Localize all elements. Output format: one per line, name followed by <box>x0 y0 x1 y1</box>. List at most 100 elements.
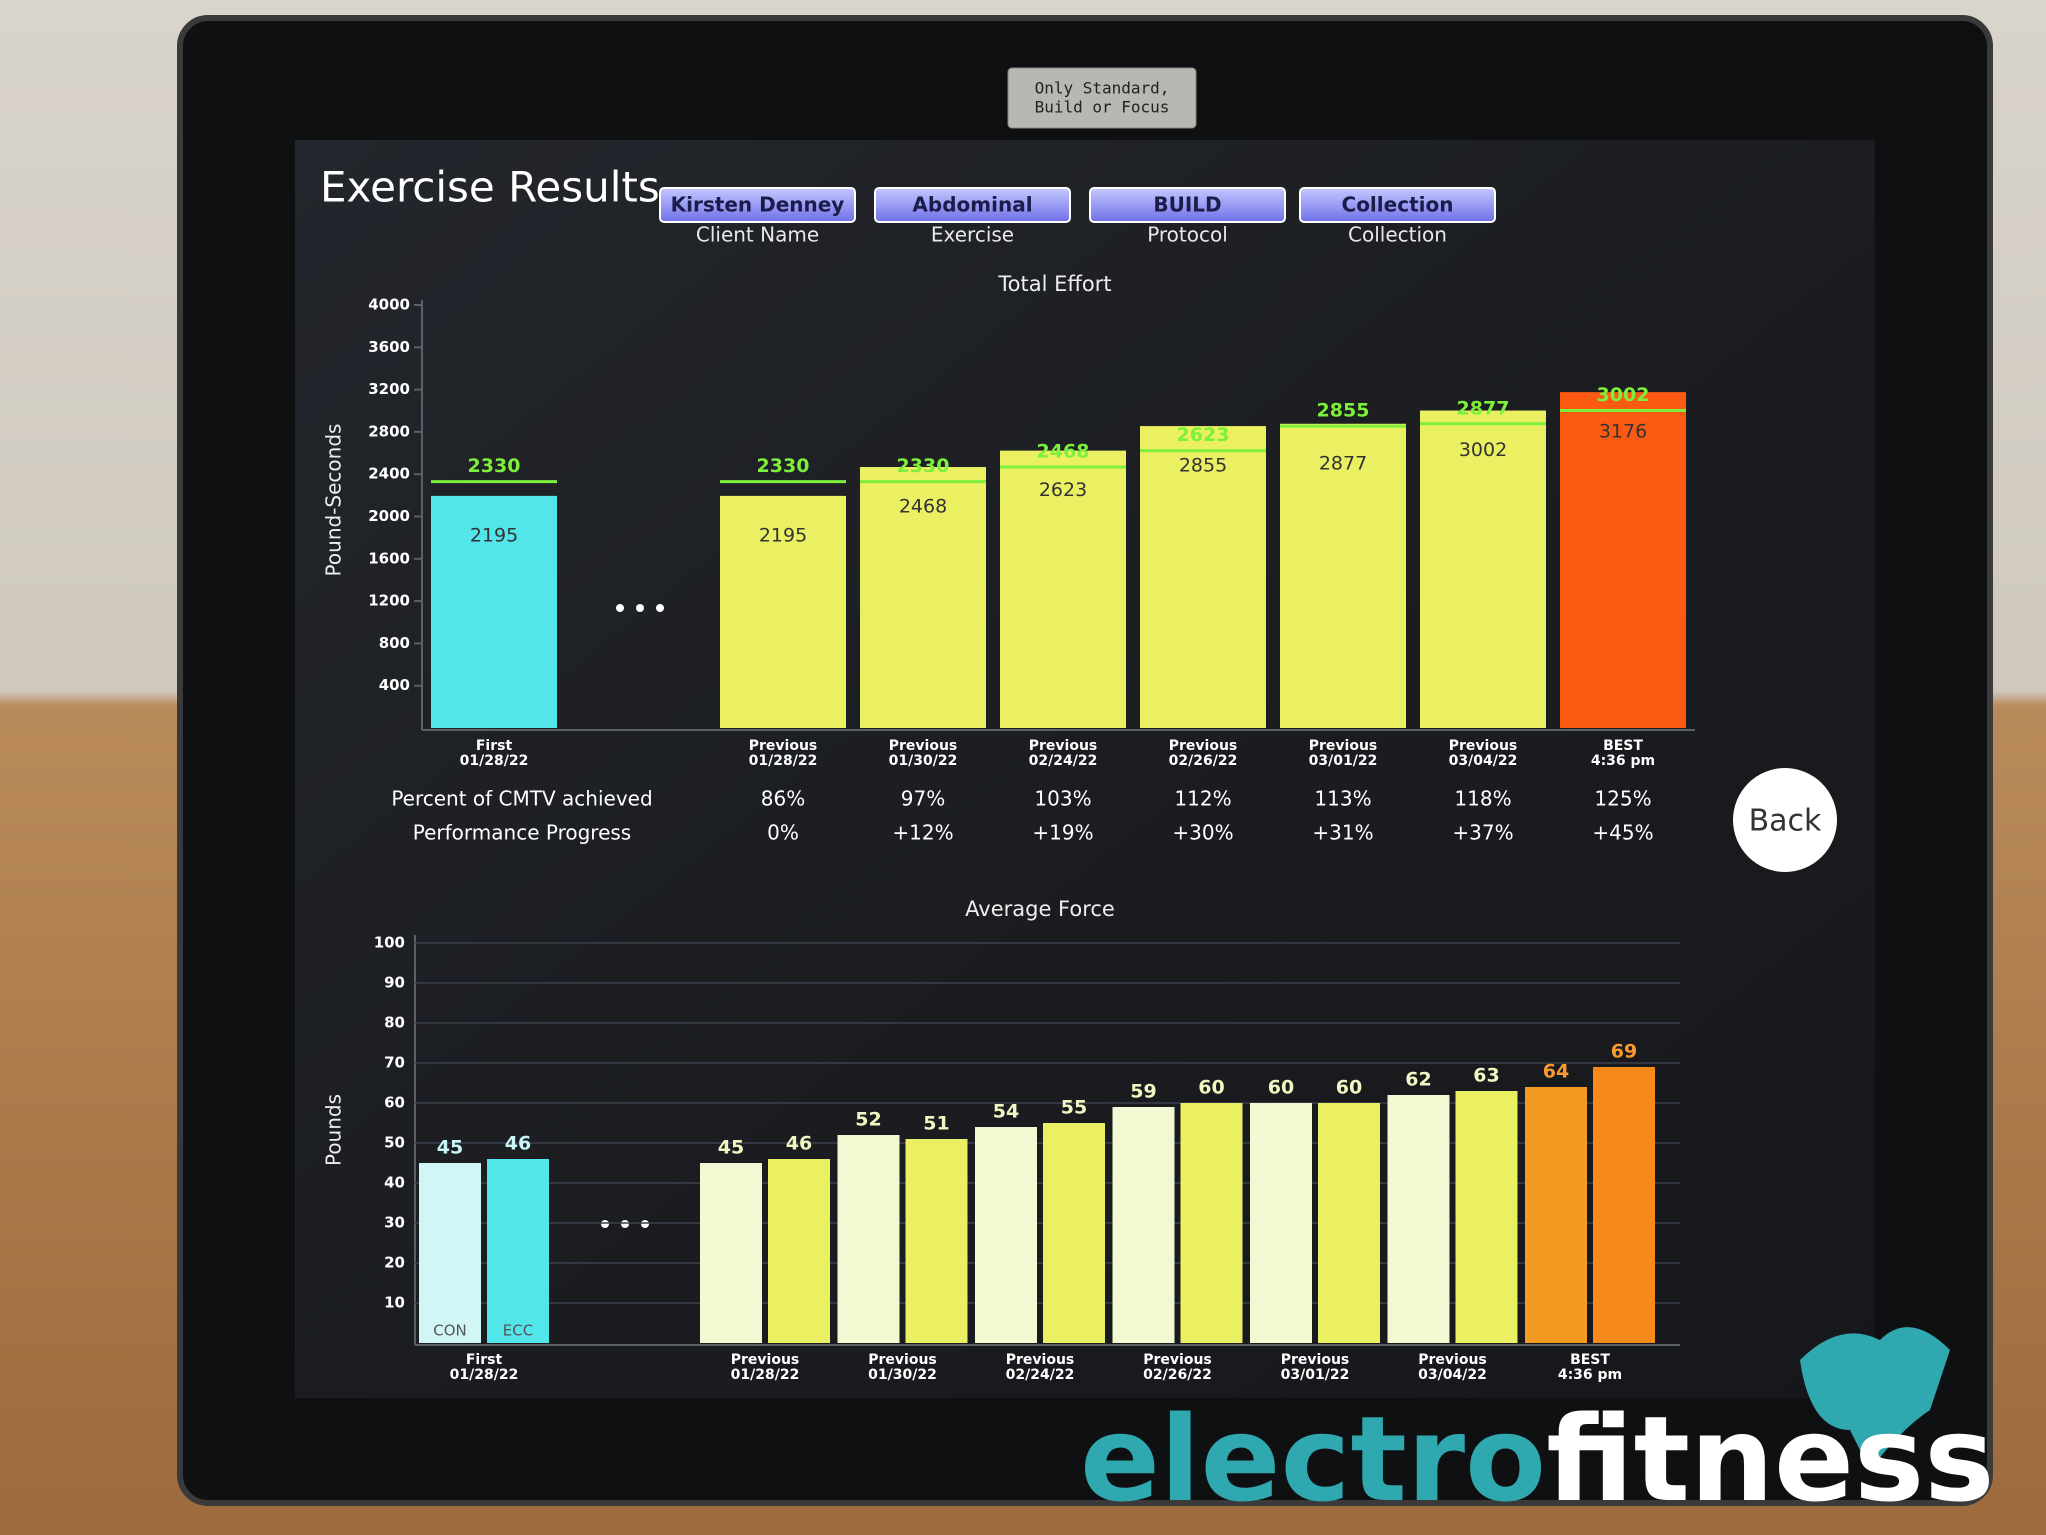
logo-part: electro <box>1080 1390 1546 1528</box>
header-field-label: Collection <box>1348 223 1447 247</box>
x-tick-label: 01/30/22 <box>868 1367 937 1383</box>
header-button[interactable] <box>659 187 856 223</box>
y-tick-label: 800 <box>379 634 410 652</box>
row-value: 97% <box>901 787 945 811</box>
bar <box>431 495 557 728</box>
bar-value-label: 54 <box>993 1101 1019 1123</box>
header-button-text[interactable]: Collection <box>1342 193 1454 217</box>
y-tick-label: 1200 <box>368 592 410 610</box>
bar <box>1043 1123 1105 1343</box>
row-value: 86% <box>761 787 805 811</box>
bar-value-label: 60 <box>1198 1077 1224 1099</box>
header-button[interactable] <box>1299 187 1496 223</box>
x-tick-label: BEST <box>1570 1352 1610 1368</box>
bar <box>860 467 986 728</box>
sticker <box>1007 67 1197 129</box>
y-tick-label: 60 <box>384 1094 405 1112</box>
row-label: Performance Progress <box>413 821 631 845</box>
bar <box>1560 392 1686 728</box>
bar-value-label: 2877 <box>1319 452 1367 474</box>
bar-value-label: 45 <box>718 1137 744 1159</box>
x-tick-label: 4:36 pm <box>1591 753 1655 769</box>
sticker-text: Build or Focus <box>1035 98 1170 117</box>
target-label: 2330 <box>468 455 521 477</box>
header-button[interactable] <box>1089 187 1286 223</box>
row-value: 112% <box>1174 787 1231 811</box>
x-tick-label: 01/28/22 <box>731 1367 800 1383</box>
bar-value-label: 63 <box>1473 1065 1499 1087</box>
y-tick-label: 20 <box>384 1254 405 1272</box>
target-label: 2330 <box>757 455 810 477</box>
target-label: 2468 <box>1037 441 1090 463</box>
x-tick-label: 03/01/22 <box>1309 753 1378 769</box>
x-tick-label: 4:36 pm <box>1558 1367 1622 1383</box>
target-label: 3002 <box>1597 384 1650 406</box>
bar <box>700 1163 762 1343</box>
bar-value-label: 2468 <box>899 496 947 518</box>
x-tick-label: 02/24/22 <box>1006 1367 1075 1383</box>
bar-value-label: 46 <box>505 1133 531 1155</box>
row-value: 113% <box>1314 787 1371 811</box>
logo-part: fitness <box>1546 1390 1994 1528</box>
header-button-text[interactable]: Kirsten Denney <box>671 193 845 217</box>
bar <box>1593 1067 1655 1343</box>
row-label: Percent of CMTV achieved <box>391 787 652 811</box>
x-tick-label: 01/28/22 <box>450 1367 519 1383</box>
bar <box>1420 410 1546 728</box>
bar-value-label: 69 <box>1611 1041 1637 1063</box>
header-button[interactable] <box>874 187 1071 223</box>
bar <box>905 1139 968 1343</box>
bar-value-label: 52 <box>855 1109 881 1131</box>
bar <box>1280 423 1406 728</box>
x-tick-label: 03/04/22 <box>1418 1367 1487 1383</box>
x-tick-label: First <box>476 738 513 754</box>
x-tick-label: Previous <box>889 738 958 754</box>
x-tick-label: 03/01/22 <box>1281 1367 1350 1383</box>
header-button-text[interactable]: BUILD <box>1153 193 1221 217</box>
row-value: +45% <box>1592 821 1653 845</box>
bar-value-label: 2195 <box>759 524 807 546</box>
target-label: 2330 <box>897 455 950 477</box>
bar <box>1180 1103 1243 1343</box>
x-tick-label: Previous <box>749 738 818 754</box>
y-tick-label: 30 <box>384 1214 405 1232</box>
header-button-text[interactable]: Abdominal <box>912 193 1032 217</box>
bar-value-label: 59 <box>1130 1081 1156 1103</box>
row-value: +19% <box>1032 821 1093 845</box>
row-value: 103% <box>1034 787 1091 811</box>
y-tick-label: 1600 <box>368 549 410 567</box>
x-tick-label: Previous <box>868 1352 937 1368</box>
bar <box>1387 1095 1450 1343</box>
x-tick-label: 02/24/22 <box>1029 753 1098 769</box>
bar <box>975 1127 1037 1343</box>
header-field-label: Protocol <box>1147 223 1228 247</box>
bar <box>419 1163 481 1343</box>
ellipsis <box>601 604 664 1228</box>
y-tick-label: 50 <box>384 1134 405 1152</box>
x-tick-label: Previous <box>1309 738 1378 754</box>
x-tick-label: 01/28/22 <box>460 753 529 769</box>
bar-value-label: 46 <box>786 1133 812 1155</box>
bar <box>487 1159 549 1343</box>
logo: electrofitness <box>1080 1390 1995 1528</box>
logo-icon <box>1800 1327 1950 1470</box>
bar-value-label: 60 <box>1268 1077 1294 1099</box>
x-tick-label: Previous <box>1449 738 1518 754</box>
x-tick-label: Previous <box>1029 738 1098 754</box>
x-tick-label: 01/30/22 <box>889 753 958 769</box>
back-button[interactable] <box>1733 768 1837 872</box>
row-value: +12% <box>892 821 953 845</box>
y-tick-label: 80 <box>384 1014 405 1032</box>
bar-value-label: 60 <box>1336 1077 1362 1099</box>
page-title: Exercise Results <box>320 163 660 212</box>
x-tick-label: First <box>466 1352 503 1368</box>
x-tick-label: 03/04/22 <box>1449 753 1518 769</box>
row-value: +30% <box>1172 821 1233 845</box>
back-button-label[interactable]: Back <box>1749 804 1822 839</box>
bar-value-label: 45 <box>437 1137 463 1159</box>
y-tick-label: 100 <box>374 934 405 952</box>
bar <box>837 1135 900 1343</box>
y-tick-label: 90 <box>384 974 405 992</box>
bar <box>1112 1107 1175 1343</box>
